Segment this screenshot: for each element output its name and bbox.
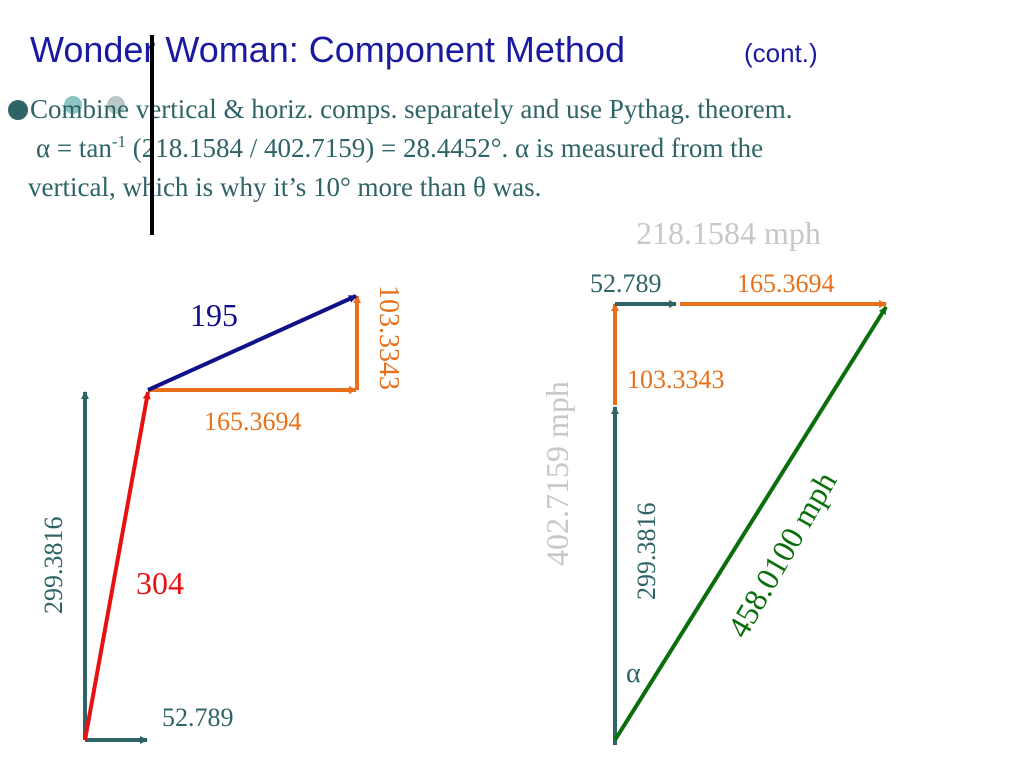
body-line: Combine vertical & horiz. comps. separat…: [30, 94, 793, 124]
label: 195: [190, 297, 238, 333]
body-line: α = tan-1 (218.1584 / 402.7159) = 28.445…: [36, 132, 763, 163]
body-text: α = tan: [36, 133, 112, 163]
left-arrows: [81, 294, 361, 744]
label: 304: [136, 565, 184, 601]
decor-dot: [107, 96, 125, 114]
label: 299.3816: [632, 503, 661, 601]
body-line: vertical, which is why it’s 10° more tha…: [28, 172, 541, 202]
decor-dot: [64, 96, 82, 114]
arrow: [613, 305, 888, 742]
arrow: [83, 391, 151, 741]
superscript: -1: [112, 132, 126, 151]
right-arrows: [611, 300, 888, 745]
bullet: [8, 100, 28, 120]
label: 103.3343: [627, 365, 725, 394]
label: α: [626, 658, 641, 689]
body-text: (218.1584 / 402.7159) = 28.4452°. α is m…: [126, 133, 763, 163]
label: 52.789: [590, 269, 662, 298]
title-suffix: (cont.): [744, 38, 818, 68]
label: 402.7159 mph: [539, 381, 575, 566]
label: 103.3343: [373, 285, 404, 390]
label: 299.3816: [39, 517, 68, 615]
label: 458.0100 mph: [720, 465, 844, 643]
arrow: [147, 294, 357, 392]
label: 165.3694: [737, 269, 835, 298]
label: 218.1584 mph: [636, 215, 821, 251]
title: Wonder Woman: Component Method: [30, 29, 625, 70]
label: 165.3694: [204, 407, 302, 436]
label: 52.789: [162, 703, 234, 732]
